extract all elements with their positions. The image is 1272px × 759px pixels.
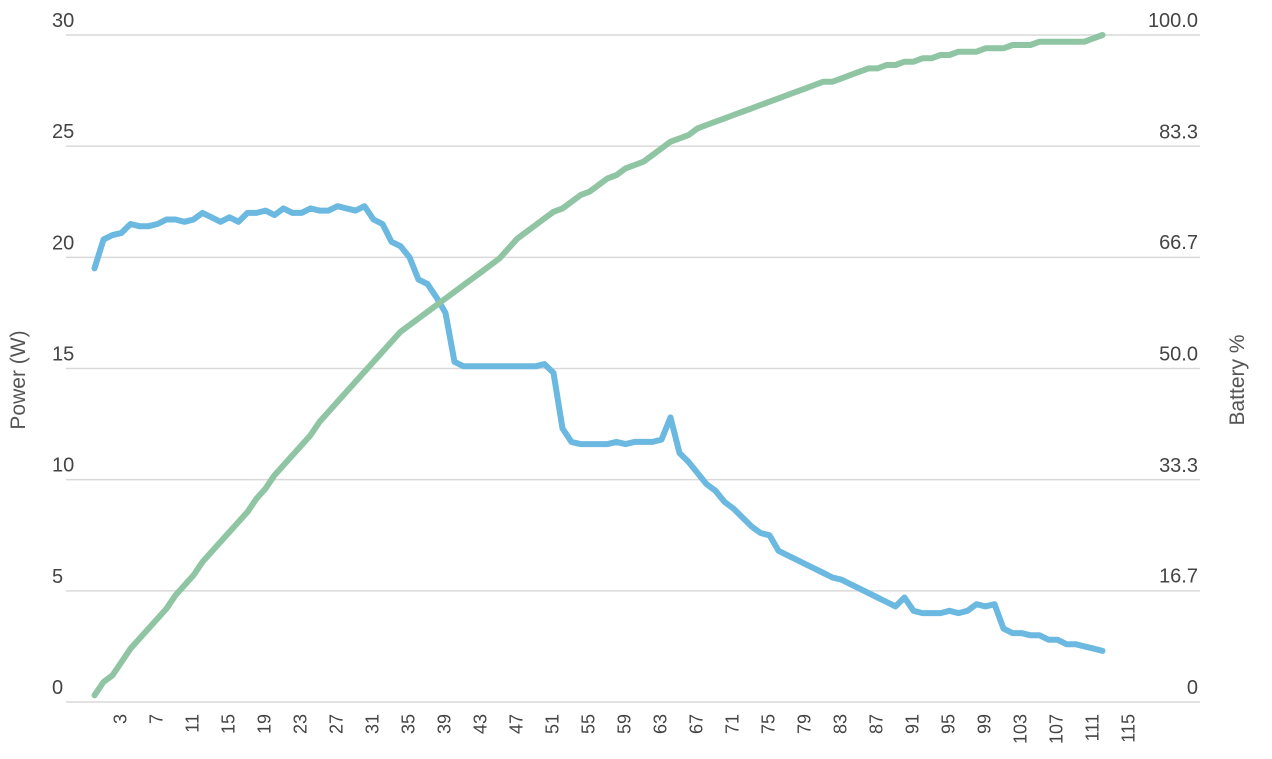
x-tick-label-8: 35 [398, 714, 418, 734]
x-tick-label-13: 55 [578, 714, 598, 734]
left-axis-ticks: 0 5 10 15 20 25 30 [52, 10, 74, 699]
right-tick-label-1: 16.7 [1159, 566, 1198, 588]
x-tick-label-5: 23 [290, 714, 310, 734]
x-tick-label-6: 27 [326, 714, 346, 734]
left-tick-label-5: 25 [52, 121, 74, 143]
battery-series-line [91, 32, 1106, 699]
right-axis-ticks: 0 16.7 33.3 50.0 66.7 83.3 100.0 [1148, 10, 1198, 699]
x-tick-label-23: 95 [938, 714, 958, 734]
right-tick-label-0: 0 [1187, 677, 1198, 699]
x-tick-label-0: 3 [110, 714, 130, 724]
left-axis-title: Power (W) [7, 330, 30, 429]
x-tick-label-7: 31 [362, 714, 382, 734]
left-tick-label-0: 0 [52, 677, 63, 699]
right-tick-label-2: 33.3 [1159, 455, 1198, 477]
x-tick-label-14: 59 [614, 714, 634, 734]
right-tick-label-4: 66.7 [1159, 232, 1198, 254]
x-tick-label-15: 63 [650, 714, 670, 734]
x-tick-label-16: 67 [686, 714, 706, 734]
x-tick-label-27: 111 [1082, 714, 1102, 741]
x-tick-label-21: 87 [866, 714, 886, 734]
x-tick-label-9: 39 [434, 714, 454, 734]
x-tick-label-24: 99 [974, 714, 994, 734]
x-tick-label-18: 75 [758, 714, 778, 734]
x-tick-label-26: 107 [1046, 714, 1066, 744]
power-series-line [91, 203, 1106, 654]
x-tick-label-4: 19 [254, 714, 274, 734]
right-tick-label-5: 83.3 [1159, 121, 1198, 143]
x-tick-label-1: 7 [146, 714, 166, 724]
right-tick-label-3: 50.0 [1159, 344, 1198, 366]
x-tick-label-25: 103 [1010, 714, 1030, 744]
x-tick-label-19: 79 [794, 714, 814, 734]
right-tick-label-6: 100.0 [1148, 10, 1198, 32]
x-tick-label-12: 51 [542, 714, 562, 734]
x-tick-label-22: 91 [902, 714, 922, 734]
left-tick-label-4: 20 [52, 232, 74, 254]
grid-lines [66, 34, 1200, 703]
x-tick-label-20: 83 [830, 714, 850, 734]
left-tick-label-1: 5 [52, 566, 63, 588]
left-tick-label-3: 15 [52, 344, 74, 366]
x-tick-label-3: 15 [218, 714, 238, 734]
x-tick-label-11: 47 [506, 714, 526, 734]
series-layer [91, 32, 1106, 699]
x-axis-ticks: 3 7 11 15 19 23 27 31 35 39 43 47 51 55 59 63 67 71 75 79 83… [110, 714, 1138, 744]
left-tick-label-2: 10 [52, 455, 74, 477]
x-tick-label-10: 43 [470, 714, 490, 734]
x-tick-label-28: 115 [1118, 714, 1138, 743]
right-axis-title: Battery % [1226, 334, 1249, 425]
left-tick-label-6: 30 [52, 10, 74, 32]
x-tick-label-2: 11 [182, 714, 202, 733]
x-tick-label-17: 71 [722, 714, 742, 734]
